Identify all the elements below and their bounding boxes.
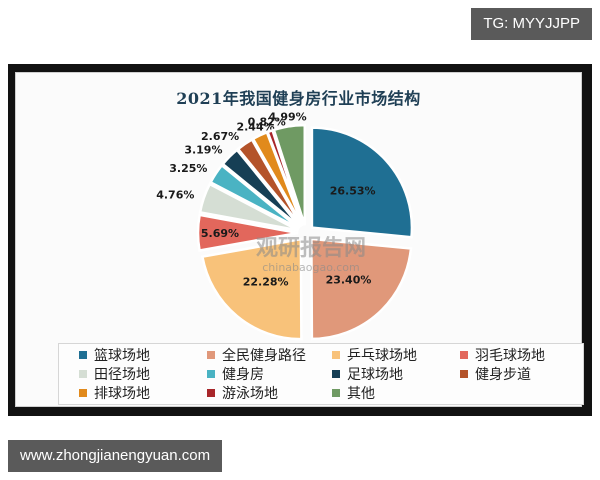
legend-item: 健身房 xyxy=(207,365,264,383)
slice-label: 22.28% xyxy=(243,275,289,288)
slice-label: 2.44% xyxy=(236,120,274,133)
watermark-tag-bottom: www.zhongjianengyuan.com xyxy=(8,440,223,472)
legend-swatch xyxy=(79,370,87,378)
legend-item: 排球场地 xyxy=(79,384,150,402)
pie-slice xyxy=(221,148,302,229)
legend-swatch xyxy=(207,351,215,359)
slice-label: 5.69% xyxy=(201,227,239,240)
slice-label: 4.76% xyxy=(156,189,194,202)
legend-label: 健身房 xyxy=(222,367,264,383)
legend-swatch xyxy=(79,389,87,397)
legend-label: 乒乓球场地 xyxy=(347,348,417,364)
slice-label: 2.67% xyxy=(201,130,239,143)
legend-swatch xyxy=(332,370,340,378)
pie-slice xyxy=(208,163,301,230)
chart-title: 2021年我国健身房行业市场结构 xyxy=(176,89,421,108)
legend-item: 篮球场地 xyxy=(79,346,150,364)
legend-item: 其他 xyxy=(332,384,375,402)
legend-item: 游泳场地 xyxy=(207,384,278,402)
watermark-tag-top: TG: MYYJJPP xyxy=(471,8,592,40)
pie-slice xyxy=(200,237,303,341)
chart-watermark-en: chinabaogao.com xyxy=(262,261,360,274)
legend-swatch xyxy=(332,351,340,359)
legend-label: 羽毛球场地 xyxy=(475,348,545,364)
legend-item: 全民健身路径 xyxy=(207,346,306,364)
chart-frame: 2021年我国健身房行业市场结构 26.53% 23.40% 22.28% 5.69%… xyxy=(8,64,592,416)
legend-label: 游泳场地 xyxy=(222,386,278,402)
legend-label: 排球场地 xyxy=(94,386,150,402)
legend-label: 田径场地 xyxy=(94,367,150,383)
legend-item: 羽毛球场地 xyxy=(460,346,545,364)
pie-slice xyxy=(236,137,303,228)
legend-item: 田径场地 xyxy=(79,365,150,383)
legend-swatch xyxy=(207,389,215,397)
slice-label: 23.40% xyxy=(326,274,372,287)
slice-label: 0.82% xyxy=(248,116,286,129)
pie-slice xyxy=(266,128,305,226)
legend-swatch xyxy=(79,351,87,359)
chart-legend: 篮球场地 全民健身路径 乒乓球场地 羽毛球场地田径场地 健身房 足球场地 健身步道排球场地 游… xyxy=(58,343,584,405)
legend-item: 足球场地 xyxy=(332,365,403,383)
legend-item: 健身步道 xyxy=(460,365,531,383)
pie-slice xyxy=(310,126,414,239)
chart-panel: 2021年我国健身房行业市场结构 26.53% 23.40% 22.28% 5.69%… xyxy=(15,72,584,407)
chart-watermark-cn: 观研报告网 xyxy=(256,236,366,261)
pie-slice xyxy=(310,237,413,341)
slice-label: 3.25% xyxy=(169,162,207,175)
legend-label: 健身步道 xyxy=(475,367,531,383)
pie-slice xyxy=(272,123,307,226)
slice-label: 4.99% xyxy=(268,110,306,123)
legend-item: 乒乓球场地 xyxy=(332,346,417,364)
pie-slice xyxy=(198,182,300,232)
legend-label: 全民健身路径 xyxy=(222,348,306,364)
slice-label: 3.19% xyxy=(184,144,222,157)
legend-label: 篮球场地 xyxy=(94,348,150,364)
pie-slice xyxy=(196,213,299,252)
legend-swatch xyxy=(460,351,468,359)
legend-swatch xyxy=(460,370,468,378)
slice-label: 26.53% xyxy=(330,185,376,198)
pie-chart: 26.53%23.40%22.28%5.69%4.76%3.25%3.19%2.… xyxy=(156,110,414,341)
legend-swatch xyxy=(207,370,215,378)
legend-swatch xyxy=(332,389,340,397)
legend-label: 其他 xyxy=(347,386,375,402)
legend-label: 足球场地 xyxy=(347,367,403,383)
